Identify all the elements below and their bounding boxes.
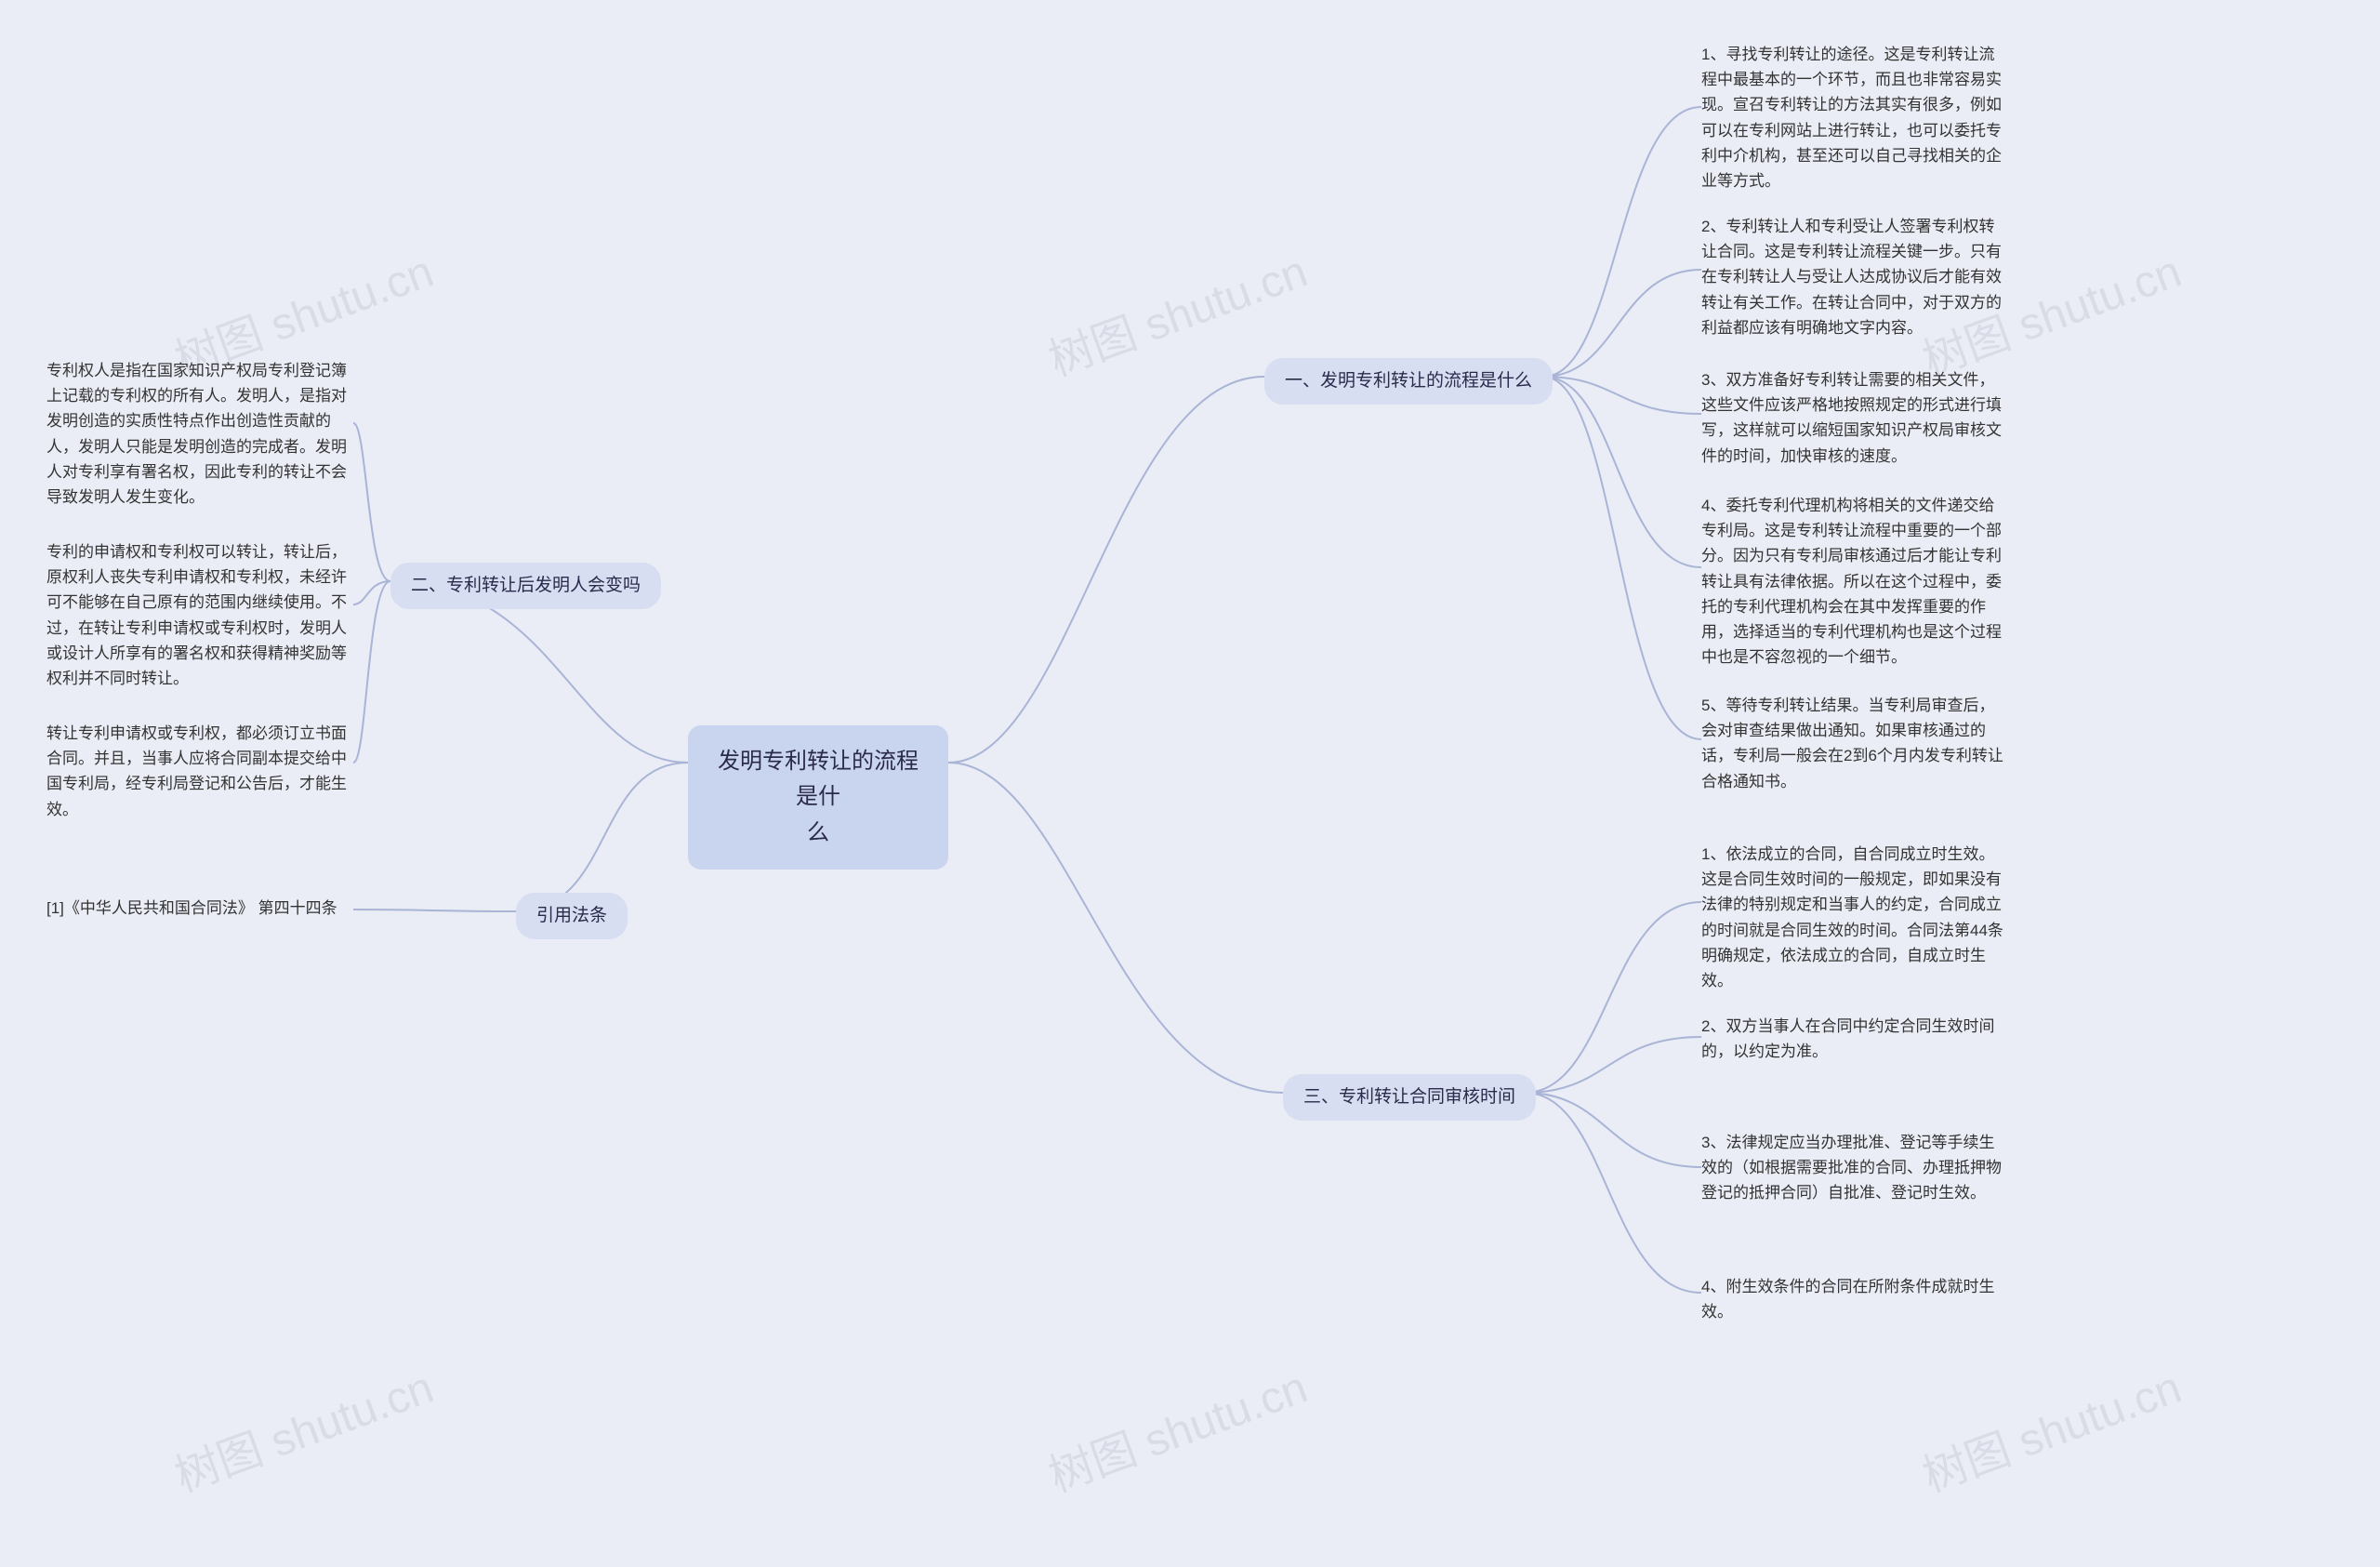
leaf-node: 专利的申请权和专利权可以转让，转让后，原权利人丧失专利申请权和专利权，未经许可不… (46, 539, 353, 691)
connector-layer (0, 0, 2380, 1567)
watermark: 树图 shutu.cn (1912, 1350, 2188, 1504)
branch-node-1[interactable]: 一、发明专利转让的流程是什么 (1264, 358, 1553, 405)
leaf-node: 4、委托专利代理机构将相关的文件递交给专利局。这是专利转让流程中重要的一个部分。… (1701, 493, 2008, 670)
branch-node-4[interactable]: 引用法条 (516, 893, 628, 939)
leaf-node: 专利权人是指在国家知识产权局专利登记簿上记载的专利权的所有人。发明人，是指对发明… (46, 358, 353, 510)
watermark: 树图 shutu.cn (1038, 1350, 1315, 1504)
root-node[interactable]: 发明专利转让的流程是什 么 (688, 725, 948, 870)
leaf-node: 2、双方当事人在合同中约定合同生效时间的，以约定为准。 (1701, 1014, 2008, 1064)
leaf-node: 3、双方准备好专利转让需要的相关文件，这些文件应该严格地按照规定的形式进行填写，… (1701, 367, 2008, 469)
leaf-node: 4、附生效条件的合同在所附条件成就时生效。 (1701, 1274, 2008, 1324)
leaf-node: 1、依法成立的合同，自合同成立时生效。这是合同生效时间的一般规定，即如果没有法律… (1701, 842, 2008, 993)
leaf-node: 3、法律规定应当办理批准、登记等手续生效的（如根据需要批准的合同、办理抵押物登记… (1701, 1130, 2008, 1206)
root-title-line1: 发明专利转让的流程是什 (714, 744, 922, 816)
branch-node-2[interactable]: 二、专利转让后发明人会变吗 (390, 563, 661, 609)
leaf-node: 5、等待专利转让结果。当专利局审查后，会对审查结果做出通知。如果审核通过的话，专… (1701, 693, 2008, 794)
watermark: 树图 shutu.cn (165, 1350, 441, 1504)
leaf-node: 1、寻找专利转让的途径。这是专利转让流程中最基本的一个环节，而且也非常容易实现。… (1701, 42, 2008, 193)
leaf-node: 转让专利申请权或专利权，都必须订立书面合同。并且，当事人应将合同副本提交给中国专… (46, 721, 353, 822)
branch-node-3[interactable]: 三、专利转让合同审核时间 (1283, 1074, 1536, 1121)
leaf-node: [1]《中华人民共和国合同法》 第四十四条 (46, 896, 353, 921)
root-title-line2: 么 (714, 816, 922, 851)
leaf-node: 2、专利转让人和专利受让人签署专利权转让合同。这是专利转让流程关键一步。只有在专… (1701, 214, 2008, 340)
